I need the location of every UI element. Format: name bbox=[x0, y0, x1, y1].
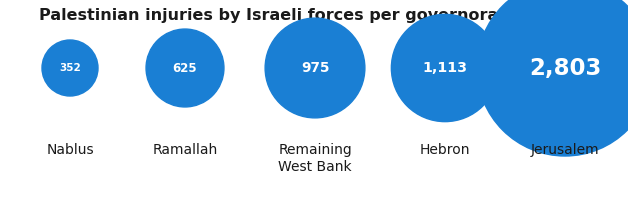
Text: 975: 975 bbox=[301, 61, 329, 75]
Text: 625: 625 bbox=[173, 62, 197, 74]
Text: Jerusalem: Jerusalem bbox=[531, 143, 599, 157]
Circle shape bbox=[265, 18, 365, 118]
Text: Palestinian injuries by Israeli forces per governorate in 2014: Palestinian injuries by Israeli forces p… bbox=[39, 8, 589, 23]
Circle shape bbox=[42, 40, 98, 96]
Text: Remaining
West Bank: Remaining West Bank bbox=[278, 143, 352, 174]
Text: Ramallah: Ramallah bbox=[153, 143, 218, 157]
Text: Nablus: Nablus bbox=[46, 143, 94, 157]
Text: 1,113: 1,113 bbox=[423, 61, 467, 75]
Circle shape bbox=[477, 0, 628, 156]
Circle shape bbox=[146, 29, 224, 107]
Circle shape bbox=[391, 14, 499, 122]
Text: 352: 352 bbox=[59, 63, 81, 73]
Text: Hebron: Hebron bbox=[420, 143, 470, 157]
Text: 2,803: 2,803 bbox=[529, 56, 601, 80]
